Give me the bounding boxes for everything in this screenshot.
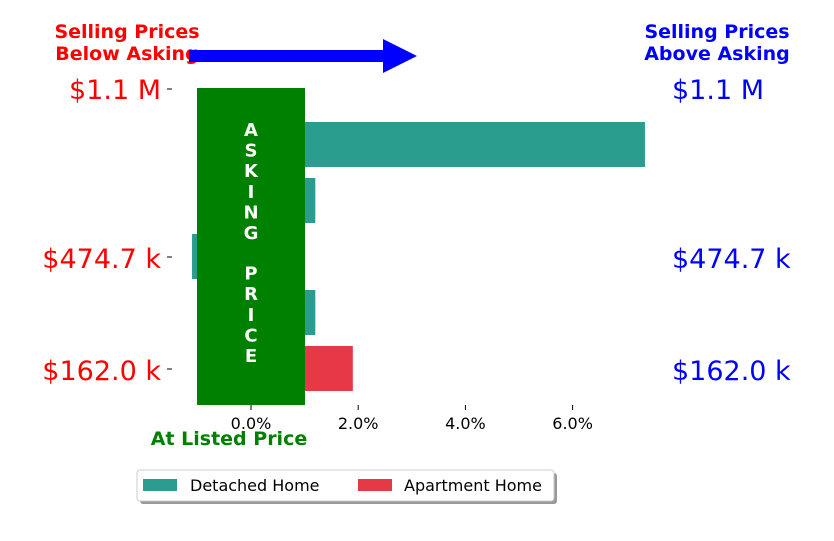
asking-letter-0: A — [244, 120, 258, 141]
price-label-right-bottom: $162.0 k — [672, 356, 791, 387]
legend-label-detached: Detached Home — [190, 476, 320, 495]
asking-letter-8: R — [244, 284, 258, 305]
legend: Detached Home Apartment Home — [136, 469, 557, 504]
asking-letter-3: I — [248, 182, 255, 203]
x-tick-label-0: 0.0% — [231, 414, 272, 433]
legend-label-apartment: Apartment Home — [404, 476, 542, 495]
x-tick-label-2: 4.0% — [445, 414, 486, 433]
legend-swatch-detached — [143, 479, 177, 491]
asking-letter-1: S — [245, 141, 258, 162]
at-listed-price-label: At Listed Price — [151, 428, 307, 450]
header-above-line2: Above Asking — [644, 43, 790, 65]
header-below-line2: Below Asking — [55, 43, 198, 65]
asking-letter-2: K — [244, 161, 259, 182]
price-label-right-top: $1.1 M — [672, 75, 764, 106]
asking-letter-9: I — [248, 305, 255, 326]
x-tick-label-3: 6.0% — [552, 414, 593, 433]
asking-letter-4: N — [243, 202, 258, 223]
price-label-left-mid: $474.7 k — [42, 244, 161, 275]
legend-swatch-apartment — [358, 479, 392, 491]
asking-letter-11: E — [245, 346, 257, 367]
asking-letter-5: G — [244, 223, 259, 244]
price-label-left-bottom: $162.0 k — [42, 356, 161, 387]
arrow-right-icon — [189, 39, 417, 73]
x-axis-ticks: 0.0% 2.0% 4.0% 6.0% — [231, 405, 593, 433]
header-above-line1: Selling Prices — [644, 21, 789, 43]
bar-detached-0 — [251, 122, 645, 167]
price-label-right-mid: $474.7 k — [672, 244, 791, 275]
price-label-left-top: $1.1 M — [69, 75, 161, 106]
asking-letter-7: P — [244, 264, 257, 285]
asking-letter-10: C — [244, 325, 257, 346]
header-below-line1: Selling Prices — [54, 21, 199, 43]
x-tick-label-1: 2.0% — [338, 414, 379, 433]
asking-price-box — [197, 88, 305, 405]
legend-frame — [136, 469, 555, 502]
